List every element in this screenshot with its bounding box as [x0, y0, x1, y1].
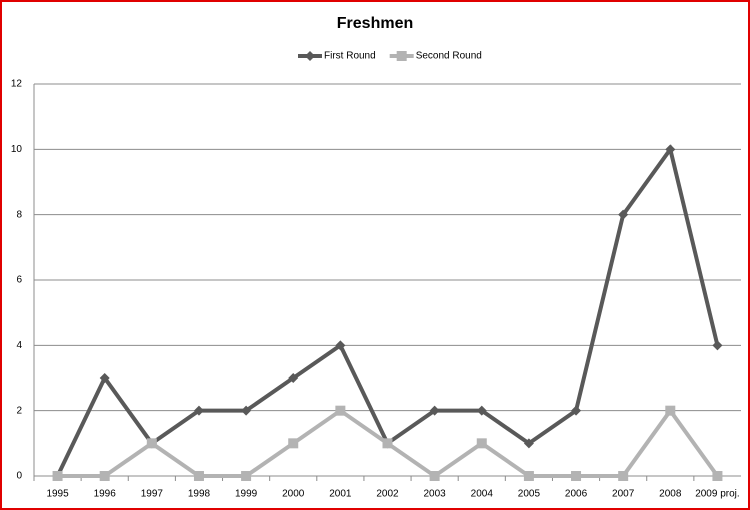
legend: First Round Second Round: [298, 51, 482, 62]
data-point: [429, 471, 440, 481]
y-tick-label: 4: [16, 340, 22, 351]
y-tick-label: 6: [16, 275, 22, 286]
legend-marker: [396, 51, 407, 61]
x-tick-label: 2002: [376, 489, 399, 500]
x-tick-label: 2008: [659, 489, 682, 500]
data-point: [571, 405, 582, 416]
data-point: [382, 438, 393, 449]
y-tick-label: 12: [11, 79, 23, 90]
data-point: [288, 373, 299, 383]
data-point: [288, 438, 299, 449]
data-point: [146, 438, 157, 449]
x-tick-label: 2006: [565, 489, 588, 500]
x-tick-label: 2007: [612, 489, 635, 500]
data-point: [429, 405, 440, 416]
data-point: [618, 471, 629, 481]
x-tick-label: 1998: [188, 489, 211, 500]
data-point: [712, 340, 723, 351]
legend-label: First Round: [324, 51, 376, 62]
x-tick-label: 2001: [329, 489, 352, 500]
x-tick-label: 1995: [46, 489, 69, 500]
x-tick-label: 2003: [424, 489, 447, 500]
data-point: [665, 405, 676, 416]
data-point: [476, 405, 487, 416]
x-tick-label: 1997: [141, 489, 164, 500]
data-point: [665, 144, 676, 155]
y-tick-label: 8: [16, 209, 22, 220]
y-tick-label: 2: [16, 405, 22, 416]
data-point: [712, 471, 723, 481]
data-point: [99, 471, 110, 481]
chart-title: Freshmen: [337, 15, 413, 32]
data-point: [523, 438, 534, 449]
x-tick-label: 1999: [235, 489, 258, 500]
x-tick-label: 2005: [518, 489, 541, 500]
data-point: [241, 405, 252, 416]
y-tick-label: 10: [11, 144, 23, 155]
data-point: [335, 340, 346, 351]
x-tick-label: 1996: [94, 489, 117, 500]
data-point: [52, 471, 63, 481]
data-point: [99, 373, 110, 383]
data-point: [476, 438, 487, 449]
data-point: [571, 471, 582, 481]
x-tick-label: 2004: [471, 489, 494, 500]
data-point: [618, 209, 629, 220]
data-point: [335, 405, 346, 416]
y-tick-label: 0: [16, 471, 22, 482]
data-point: [241, 471, 252, 481]
data-point: [193, 471, 204, 481]
data-point: [193, 405, 204, 416]
data-point: [523, 471, 534, 481]
legend-label: Second Round: [416, 51, 482, 62]
x-tick-label: 2009 proj.: [695, 489, 739, 500]
x-tick-label: 2000: [282, 489, 305, 500]
legend-marker: [305, 51, 315, 61]
